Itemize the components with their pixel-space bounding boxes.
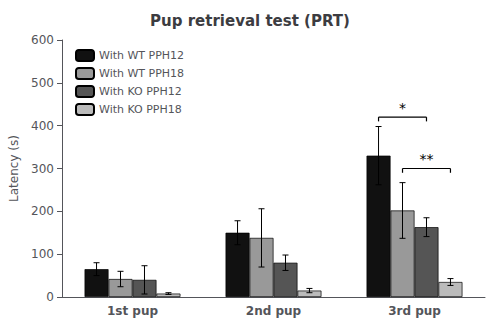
svg-text:3rd pup: 3rd pup	[388, 304, 441, 318]
svg-text:Latency (s): Latency (s)	[7, 135, 21, 202]
svg-text:**: **	[419, 151, 433, 167]
svg-text:With KO PPH12: With KO PPH12	[99, 85, 182, 98]
svg-text:300: 300	[31, 162, 54, 176]
svg-text:With KO PPH18: With KO PPH18	[99, 103, 182, 116]
svg-text:*: *	[399, 100, 406, 116]
svg-text:With WT PPH12: With WT PPH12	[99, 49, 184, 62]
svg-text:With WT PPH18: With WT PPH18	[99, 67, 184, 80]
svg-text:Pup retrieval test (PRT): Pup retrieval test (PRT)	[150, 12, 350, 30]
svg-text:400: 400	[31, 119, 54, 133]
svg-text:100: 100	[31, 247, 54, 261]
svg-text:1st pup: 1st pup	[107, 304, 159, 318]
svg-text:0: 0	[46, 290, 54, 304]
svg-text:500: 500	[31, 76, 54, 90]
svg-text:200: 200	[31, 204, 54, 218]
svg-text:600: 600	[31, 33, 54, 47]
svg-text:2nd pup: 2nd pup	[246, 304, 302, 318]
